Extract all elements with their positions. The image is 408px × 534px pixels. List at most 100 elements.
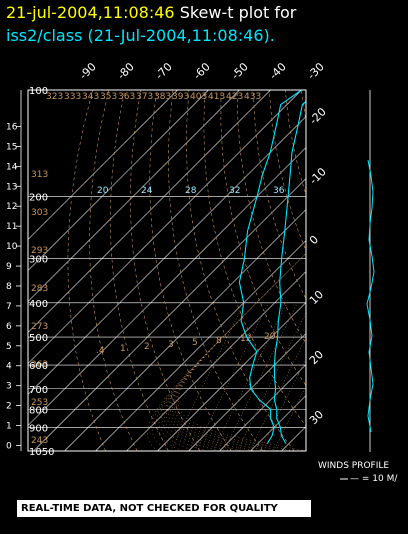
isotherm [28,90,302,364]
temperature-tick-label: 20 [307,348,326,367]
dry-adiabat [220,90,306,387]
height-tick-label: 10 [6,242,18,252]
mixing-ratio-line [236,312,306,451]
dry-adiabat [203,90,306,427]
height-tick-label: 4 [6,362,12,372]
height-tick-label: 12 [6,202,17,212]
dry-adiabat-label: 293 [31,246,48,256]
height-tick-label: 6 [6,322,12,332]
pressure-tick-label: 300 [29,255,48,266]
height-tick-label: 13 [6,182,17,192]
pressure-tick-label: 1050 [29,447,54,458]
isotherm [28,147,306,426]
mixing-ratio-label: 36 [273,186,285,196]
plot-frame [27,89,307,452]
pressure-tick-label: 500 [29,333,48,344]
dry-adiabat [284,90,306,196]
height-tick-label: 1 [6,422,12,432]
plot-header-line1: 21-jul-2004,11:08:46 Skew-t plot for [6,4,296,22]
dry-adiabat [168,90,264,451]
isotherm [95,240,306,451]
isotherm [157,302,306,451]
dry-adiabat-label: 263 [31,360,48,370]
dry-adiabat [149,90,232,451]
dry-adiabat-label: 313 [31,170,48,180]
dry-adiabat-label: 243 [31,436,48,446]
mixing-ratio-label: 20 [97,186,109,196]
temperature-tick-label: -10 [307,165,329,187]
dry-adiabat [130,90,201,451]
height-tick-label: 15 [6,142,17,152]
sounding-datetime: 21-jul-2004,11:08:46 [6,3,175,22]
pressure-tick-label: 700 [29,385,48,396]
dry-adiabat [268,90,306,252]
moist-adiabat-label: 12 [240,334,251,344]
plot-label: Skew-t plot for [179,3,297,22]
pressure-tick-label: 900 [29,423,48,434]
temperature-tick-label: -90 [77,60,99,82]
dry-adiabat-label: 323 [46,92,63,102]
chart-grid [28,90,408,451]
winds-profile-label: WINDS PROFILE [318,461,390,471]
mixing-ratio-label: 32 [229,186,240,196]
isotherm [126,271,306,451]
isotherm [28,90,240,302]
mixing-ratio-line [223,302,298,451]
dry-adiabat-label: 353 [100,92,117,102]
isotherm [219,364,306,451]
winds-profile [340,90,375,480]
pressure-tick-label: 200 [29,192,48,203]
isotherm [188,333,306,451]
moist-adiabat-label: 3 [168,340,174,350]
pressure-tick-label: 600 [29,361,48,372]
isotherm [344,90,408,451]
mixing-ratio-line [194,302,269,451]
temperature-tick-label: -30 [305,60,327,82]
height-tick-label: 7 [6,302,12,312]
dry-adiabat [365,90,408,451]
height-tick-label: 5 [6,342,12,352]
moist-adiabat-label: 8 [216,336,222,346]
sounding-series [238,90,306,444]
dry-adiabat [317,90,408,451]
moist-adiabat-label: .4 [96,346,105,356]
pressure-tick-label: 400 [29,299,48,310]
temperature-line [273,100,306,444]
dry-adiabat [382,90,408,451]
moist-adiabat [169,253,306,451]
height-tick-label: 9 [6,262,12,272]
winds-trace [366,159,375,433]
height-tick-label: 16 [6,122,18,132]
isotherm [28,90,271,333]
height-tick-label: 8 [6,282,12,292]
moist-adiabat-label: 5 [192,338,198,348]
dry-adiabat [89,90,138,451]
height-tick-label: 2 [6,402,12,412]
winds-scale-label: — = 10 M/ [350,474,398,484]
temperature-tick-label: 0 [307,233,321,247]
plot-subtitle: iss2/class (21-Jul-2004,11:08:46). [6,26,275,45]
mixing-ratio-line [273,385,306,451]
moist-adiabat [163,253,306,451]
isotherm [313,90,408,451]
pressure-tick-label: 100 [29,86,48,97]
dry-adiabat [186,90,295,451]
dry-adiabat-label: 373 [136,92,153,102]
temperature-tick-label: 30 [307,408,326,427]
moist-adiabat [175,253,306,451]
dry-adiabat-label: 413 [208,92,225,102]
dry-adiabat-label: 303 [31,208,48,218]
dry-adiabat-label: 403 [190,92,207,102]
moist-adiabat [147,253,306,451]
temperature-tick-label: -60 [191,60,213,82]
dry-adiabat [301,90,306,124]
dry-adiabat [252,90,306,300]
dry-adiabat-label: 343 [82,92,99,102]
dry-adiabat-label: 253 [31,398,48,408]
dry-adiabat [236,90,306,344]
moist-adiabat-label: 1 [120,344,126,354]
temperature-tick-label: -20 [307,105,329,127]
pressure-tick-label: 800 [29,405,48,416]
